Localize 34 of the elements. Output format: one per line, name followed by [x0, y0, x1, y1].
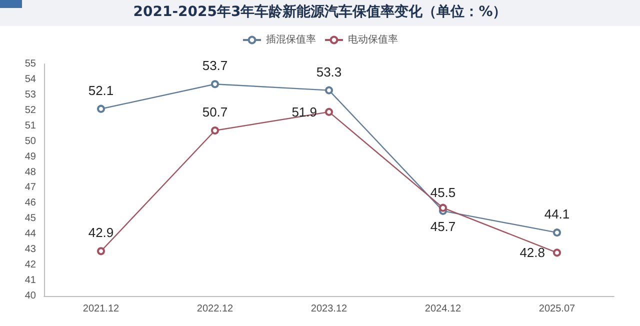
y-tick-label: 48 [24, 166, 36, 178]
y-tick-label: 52 [24, 104, 36, 116]
data-label: 53.7 [202, 58, 228, 74]
x-tick-label: 2025.07 [538, 304, 576, 314]
y-tick-label: 41 [24, 275, 36, 286]
y-tick-label: 55 [24, 58, 36, 70]
y-tick-label: 50 [24, 136, 36, 147]
y-tick-label: 43 [24, 244, 36, 256]
data-label: 53.3 [316, 64, 342, 80]
data-label: 51.9 [292, 104, 317, 120]
data-label: 52.1 [88, 82, 114, 98]
legend-label: 电动保值率 [348, 34, 398, 46]
legend-label: 插混保值率 [266, 34, 316, 46]
y-tick-label: 53 [24, 89, 36, 100]
y-tick-label: 40 [24, 290, 36, 302]
x-tick-label: 2022.12 [196, 304, 234, 314]
chart-title: 2021-2025年3年车龄新能源汽车保值率变化（单位：%） [132, 3, 508, 21]
data-label: 42.8 [520, 245, 545, 260]
x-tick-label: 2024.12 [424, 304, 462, 314]
data-label: 50.7 [202, 104, 228, 120]
data-label: 45.5 [430, 184, 456, 200]
y-tick-label: 47 [24, 182, 36, 194]
y-tick-label: 51 [24, 120, 36, 132]
y-tick-label: 46 [24, 198, 36, 209]
data-label: 45.7 [430, 218, 456, 234]
y-tick-label: 54 [24, 74, 36, 85]
x-tick-label: 2021.12 [82, 304, 120, 314]
y-tick-label: 44 [24, 228, 36, 240]
data-label: 42.9 [88, 225, 114, 240]
x-tick-label: 2023.12 [310, 304, 348, 314]
data-label: 44.1 [544, 206, 570, 222]
y-tick-label: 42 [24, 260, 36, 271]
y-tick-label: 49 [24, 151, 36, 162]
y-tick-label: 45 [24, 213, 36, 224]
